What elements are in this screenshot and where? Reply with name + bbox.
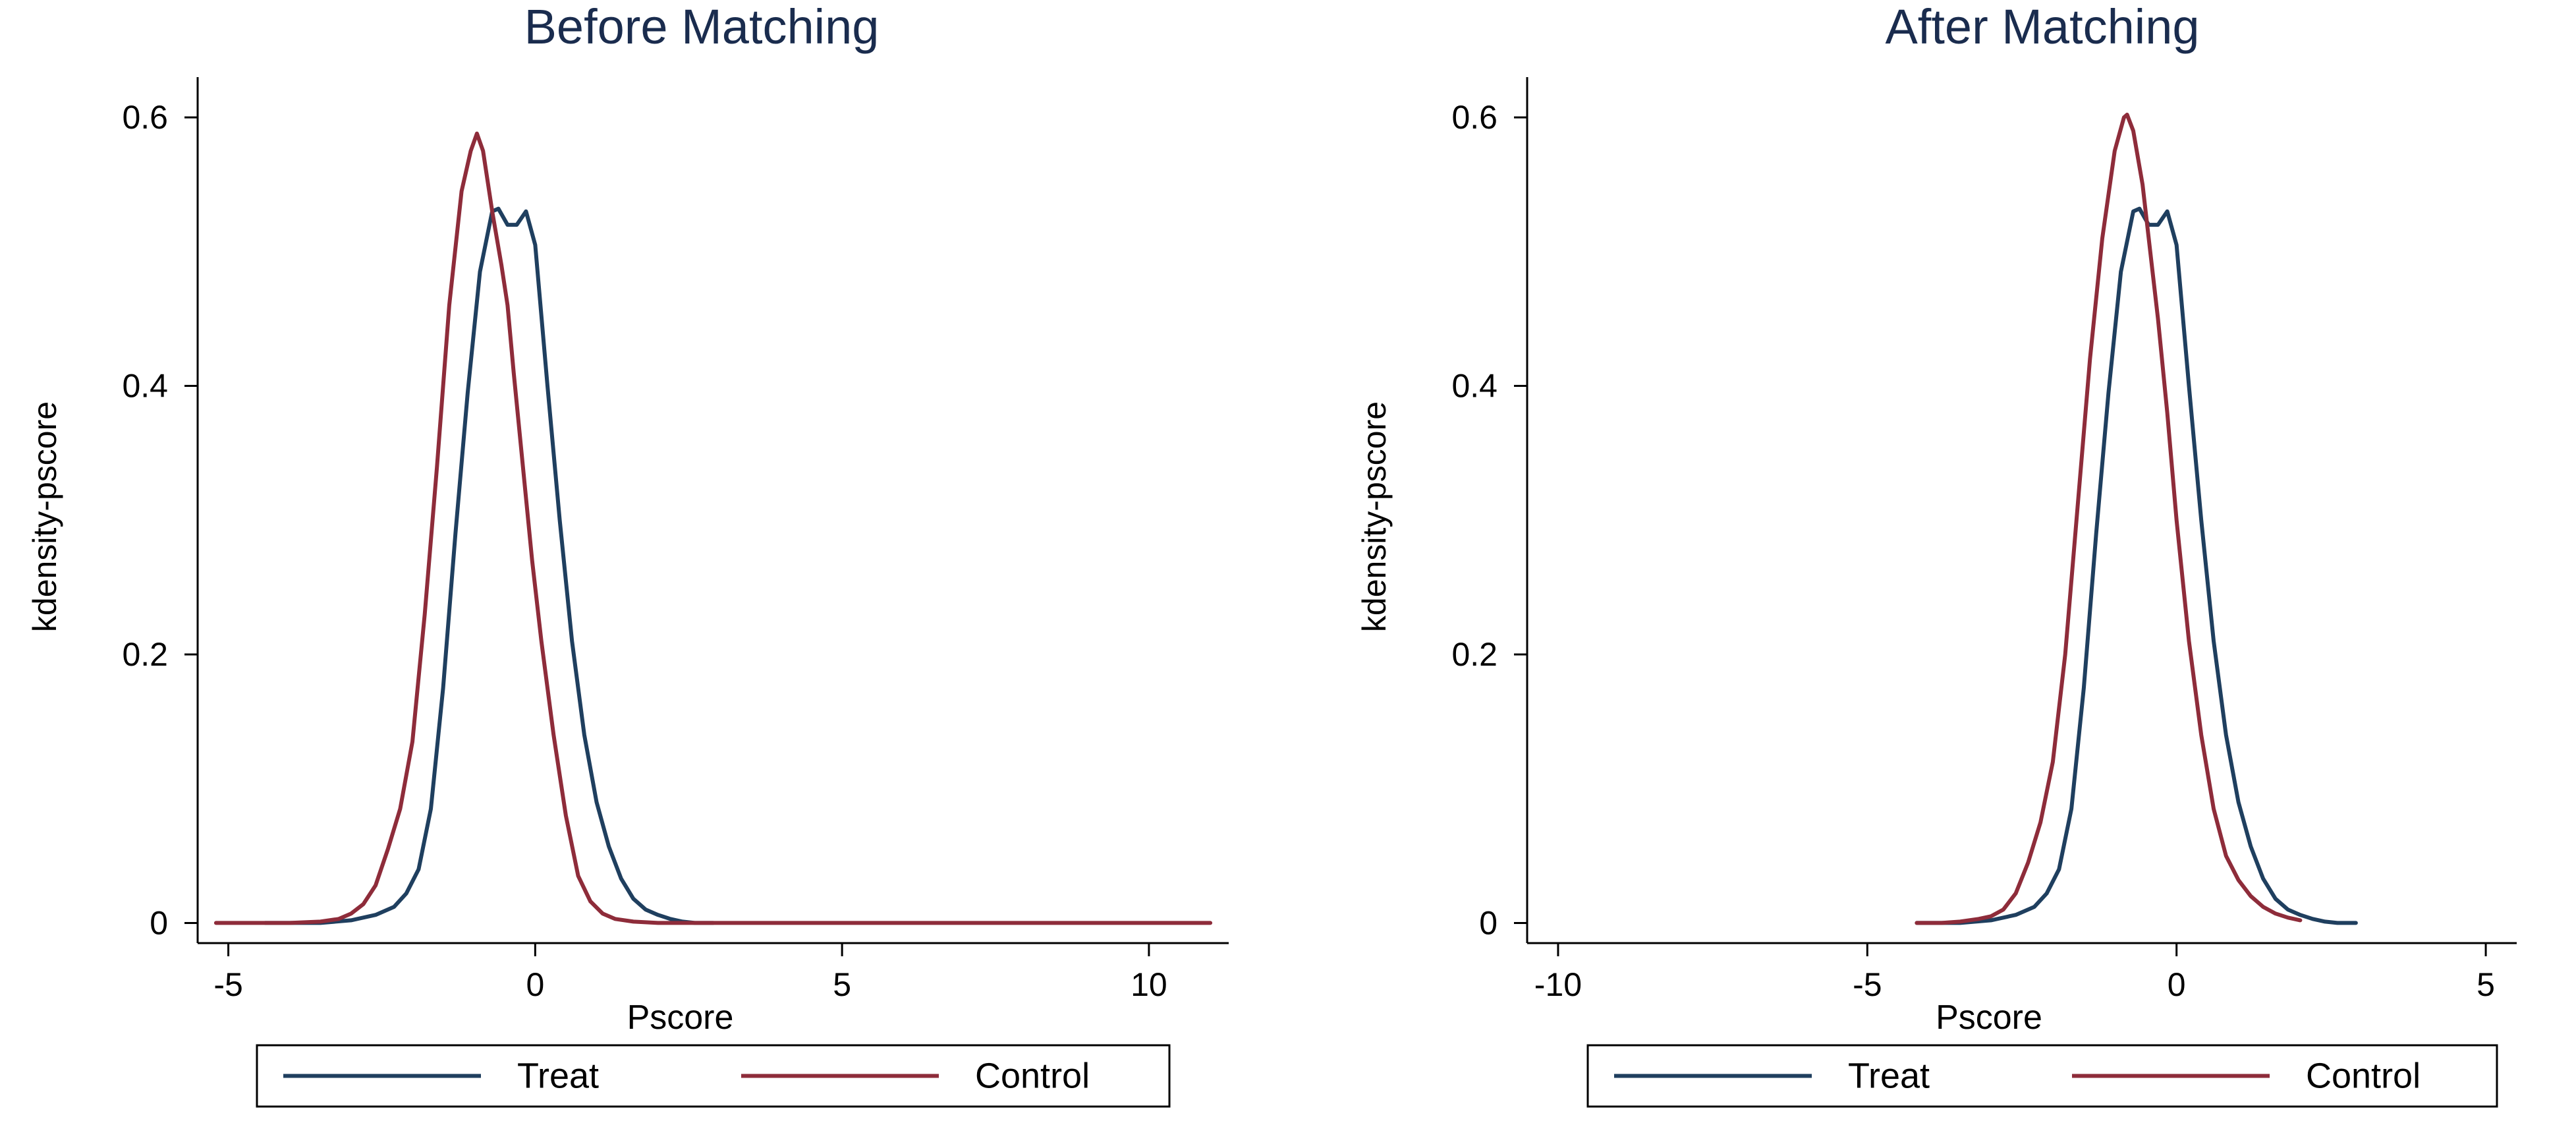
x-tick-label: 0: [2168, 966, 2186, 1003]
chart-title: After Matching: [1885, 0, 2199, 54]
chart-panel: Before Matching 0 0.2 0.4 0.6 -5 0 5 10 Pscore kde…: [26, 0, 1229, 1108]
y-tick-label: 0.2: [1451, 636, 1498, 673]
y-axis-label: kdensity-pscore: [1356, 401, 1393, 632]
chart-panel: After Matching 0 0.2 0.4 0.6 -10 -5 0 5 Pscore kde…: [1356, 0, 2517, 1108]
x-tick-label: 10: [1131, 966, 1167, 1003]
legend-label-treat: Treat: [517, 1056, 599, 1096]
legend-label-control: Control: [975, 1056, 1090, 1096]
x-tick-label: 5: [833, 966, 851, 1003]
x-tick-label: -5: [213, 966, 242, 1003]
y-tick-label: 0: [1479, 904, 1498, 941]
x-tick-label: -10: [1534, 966, 1582, 1003]
series-line-control: [213, 131, 1213, 925]
legend: Treat Control: [1586, 1044, 2498, 1108]
series-line-control: [1915, 113, 2303, 925]
legend-box: [256, 1044, 1171, 1108]
legend: Treat Control: [256, 1044, 1171, 1108]
x-axis-label: Pscore: [627, 998, 734, 1037]
y-tick-label: 0.6: [122, 99, 168, 136]
y-tick-label: 0.4: [122, 368, 168, 405]
y-tick-label: 0: [150, 904, 168, 941]
y-tick-label: 0.6: [1451, 99, 1498, 136]
y-tick-label: 0.4: [1451, 368, 1498, 405]
y-axis-label: kdensity-pscore: [26, 401, 63, 632]
y-tick-label: 0.2: [122, 636, 168, 673]
x-tick-label: 5: [2477, 966, 2495, 1003]
legend-label-control: Control: [2306, 1056, 2421, 1096]
x-tick-label: -5: [1853, 966, 1882, 1003]
series-line-treat: [263, 206, 715, 925]
legend-label-treat: Treat: [1848, 1056, 1930, 1096]
chart-title: Before Matching: [524, 0, 880, 54]
x-tick-label: 0: [526, 966, 544, 1003]
series-line-treat: [1915, 206, 2358, 925]
x-axis-label: Pscore: [1936, 998, 2042, 1037]
